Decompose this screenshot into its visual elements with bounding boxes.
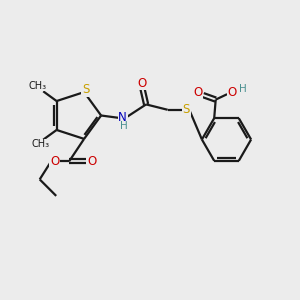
Text: S: S [82, 83, 89, 96]
Text: O: O [138, 77, 147, 90]
Text: CH₃: CH₃ [29, 81, 47, 91]
Text: CH₃: CH₃ [31, 139, 49, 149]
Text: O: O [88, 155, 97, 168]
Text: S: S [183, 103, 190, 116]
Text: H: H [239, 84, 247, 94]
Text: O: O [193, 86, 202, 99]
Text: N: N [118, 111, 127, 124]
Text: O: O [50, 155, 59, 168]
Text: O: O [227, 86, 236, 99]
Text: H: H [120, 121, 128, 131]
